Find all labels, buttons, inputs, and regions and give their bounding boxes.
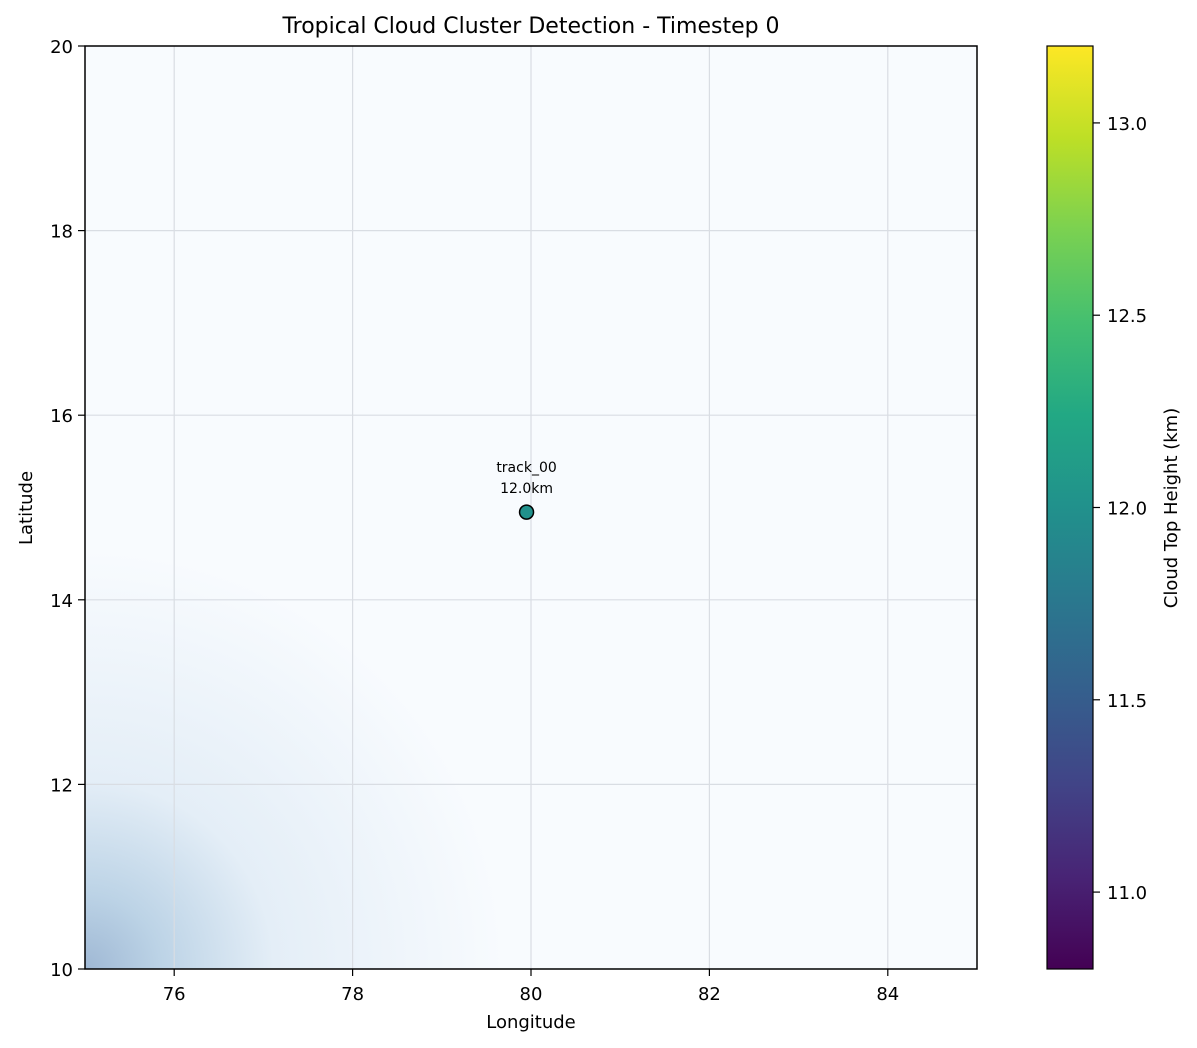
y-tick-label: 20 xyxy=(50,37,73,58)
y-tick-label: 14 xyxy=(50,591,73,612)
y-axis-label: Latitude xyxy=(16,471,37,545)
x-axis-label: Longitude xyxy=(486,1012,576,1033)
x-tick-label: 82 xyxy=(698,984,721,1005)
colorbar: 11.0 11.5 12.0 12.5 13.0 Cloud Top Height (k… xyxy=(1046,45,1182,970)
colorbar-tick-label: 12.5 xyxy=(1107,306,1147,327)
y-tick-label: 16 xyxy=(50,406,73,427)
x-tick-label: 76 xyxy=(163,984,186,1005)
y-tick-label: 12 xyxy=(50,775,73,796)
track-label: track_00 xyxy=(496,460,556,476)
colorbar-tick-label: 11.5 xyxy=(1107,691,1147,712)
x-axis-ticks: 76 78 80 82 84 xyxy=(163,969,899,1005)
colorbar-gradient xyxy=(1047,46,1093,969)
chart-title: Tropical Cloud Cluster Detection - Times… xyxy=(281,14,779,39)
data-points: track_00 12.0km xyxy=(496,460,557,520)
x-tick-label: 84 xyxy=(876,984,899,1005)
x-tick-label: 80 xyxy=(520,984,543,1005)
track-height-label: 12.0km xyxy=(500,481,553,497)
colorbar-tick-label: 13.0 xyxy=(1107,114,1147,135)
plot-area: track_00 12.0km xyxy=(84,45,978,970)
colorbar-ticks: 11.0 11.5 12.0 12.5 13.0 xyxy=(1093,114,1147,904)
y-tick-label: 18 xyxy=(50,222,73,243)
x-tick-label: 78 xyxy=(341,984,364,1005)
y-axis-ticks: 10 12 14 16 18 20 xyxy=(50,37,85,981)
colorbar-tick-label: 11.0 xyxy=(1107,883,1147,904)
colorbar-tick-label: 12.0 xyxy=(1107,499,1147,520)
y-tick-label: 10 xyxy=(50,960,73,981)
track-point xyxy=(518,504,535,520)
colorbar-label: Cloud Top Height (km) xyxy=(1161,408,1182,608)
